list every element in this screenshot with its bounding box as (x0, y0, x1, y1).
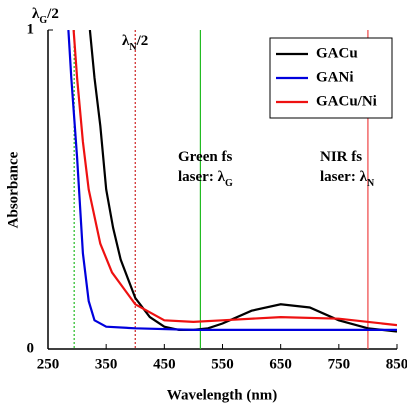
annotation: Green fs (178, 149, 232, 165)
annotation-text: laser: λ (178, 169, 226, 185)
annotation-subscript: G (39, 15, 47, 26)
annotation-text: Green fs (178, 149, 232, 165)
plot-area (67, 30, 397, 333)
x-tick-label: 750 (328, 356, 351, 372)
annotation: laser: λN (320, 169, 375, 188)
annotation-text: λ (32, 6, 40, 22)
annotation-subscript: G (225, 178, 233, 189)
x-tick-label: 450 (153, 356, 176, 372)
x-tick-label: 250 (37, 356, 60, 372)
legend-label: GACu (316, 45, 358, 61)
x-tick-label: 550 (211, 356, 234, 372)
annotation: NIR fs (320, 149, 362, 165)
y-axis-label: Absorbance (5, 151, 21, 228)
annotation: λN/2 (122, 33, 148, 52)
y-tick-label: 0 (27, 340, 35, 356)
x-tick-label: 650 (269, 356, 292, 372)
line-series (72, 30, 397, 327)
annotation-text: λ (122, 33, 130, 49)
x-tick-label: 350 (95, 356, 118, 372)
legend-label: GANi (316, 69, 354, 85)
annotation: λG/2 (32, 6, 59, 25)
annotation-text: laser: λ (320, 169, 368, 185)
line-series (67, 30, 397, 331)
y-tick-label: 1 (27, 21, 35, 37)
x-axis-label: Wavelength (nm) (167, 387, 277, 403)
annotation-subscript: N (129, 42, 137, 53)
annotation-text: /2 (46, 6, 59, 22)
annotation-subscript: N (367, 178, 375, 189)
annotation-text: /2 (136, 33, 149, 49)
annotation-text: NIR fs (320, 149, 362, 165)
legend-label: GACu/Ni (316, 93, 377, 109)
x-tick-label: 850 (386, 356, 407, 372)
annotation: laser: λG (178, 169, 233, 188)
